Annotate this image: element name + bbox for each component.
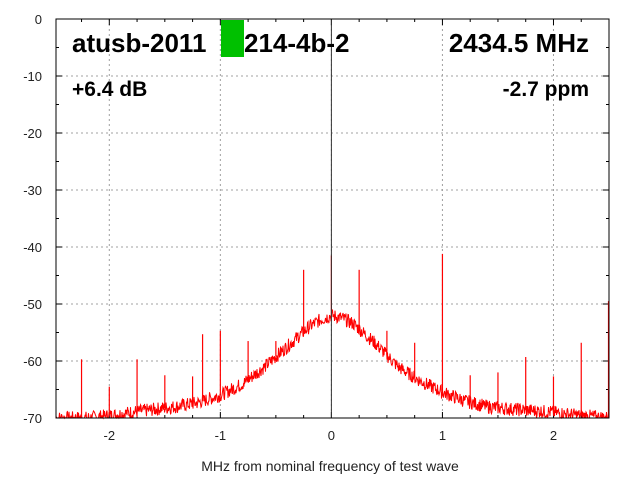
x-tick-label: -1 (215, 428, 227, 443)
ticks: -2 -1 0 1 20-10-20-30-40-50-60-70 (23, 12, 610, 443)
y-tick-label: -20 (23, 126, 42, 141)
y-tick-label: -60 (23, 354, 42, 369)
x-tick-label: -2 (104, 428, 116, 443)
noise-floor-series (55, 309, 610, 420)
y-tick-label: -40 (23, 240, 42, 255)
redaction-box (221, 20, 244, 57)
ppm-label: -2.7 ppm (503, 78, 589, 101)
y-tick-label: 0 (35, 12, 42, 27)
y-tick-label: -30 (23, 183, 42, 198)
device-name-prefix: atusb-2011 (72, 28, 206, 58)
frequency-label: 2434.5 MHz (449, 28, 589, 58)
x-axis-label: MHz from nominal frequency of test wave (201, 458, 459, 474)
y-tick-label: -10 (23, 69, 42, 84)
y-tick-label: -70 (23, 411, 42, 426)
device-name-suffix: 214-4b-2 (244, 28, 350, 58)
gain-label: +6.4 dB (72, 78, 147, 101)
x-tick-label: 1 (439, 428, 446, 443)
x-tick-label: 0 (328, 428, 335, 443)
x-tick-label: 2 (550, 428, 557, 443)
y-tick-label: -50 (23, 297, 42, 312)
noise-floor-line (55, 309, 610, 420)
plot-frame (55, 18, 610, 419)
